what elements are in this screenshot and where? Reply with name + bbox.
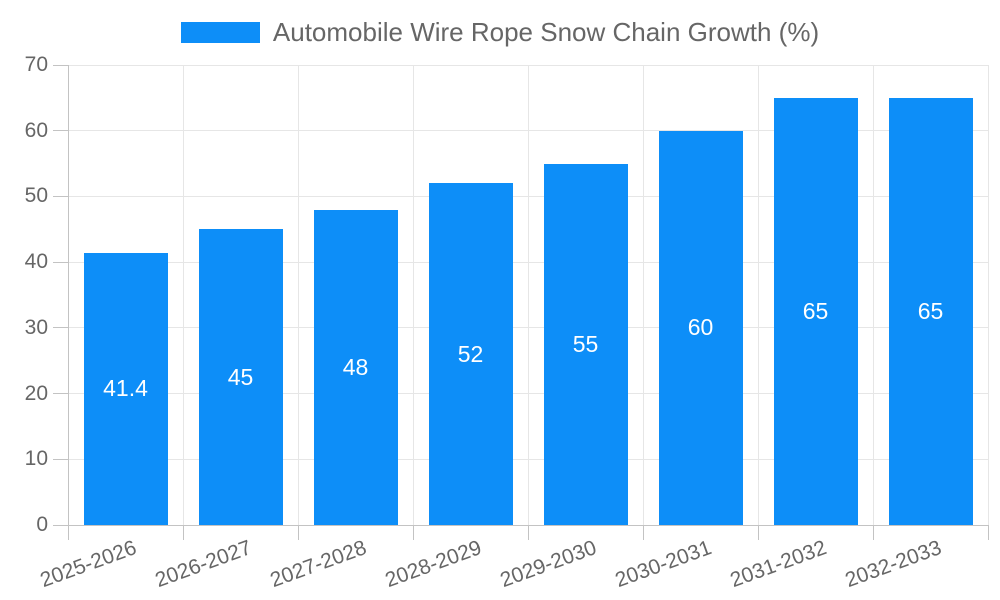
x-gridline xyxy=(987,65,989,525)
y-axis-tick xyxy=(53,327,68,329)
bar[interactable]: 55 xyxy=(543,163,628,525)
bar[interactable]: 60 xyxy=(658,130,743,525)
bar-value-label: 48 xyxy=(342,353,369,380)
bar[interactable]: 41.4 xyxy=(83,252,168,525)
x-axis-tick xyxy=(182,525,184,540)
x-gridline xyxy=(872,65,874,525)
x-axis-tick xyxy=(872,525,874,540)
x-gridline xyxy=(757,65,759,525)
bar[interactable]: 45 xyxy=(198,229,283,525)
y-axis-label: 40 xyxy=(24,250,48,274)
bar[interactable]: 65 xyxy=(888,97,973,525)
bar[interactable]: 48 xyxy=(313,209,398,525)
bar-value-label: 60 xyxy=(687,314,714,341)
y-axis-tick xyxy=(53,393,68,395)
x-axis-tick xyxy=(412,525,414,540)
x-axis-tick xyxy=(297,525,299,540)
bar-value-label: 65 xyxy=(802,297,829,324)
chart-legend[interactable]: Automobile Wire Rope Snow Chain Growth (… xyxy=(0,14,1000,50)
y-axis-label: 0 xyxy=(36,513,48,536)
y-axis-label: 20 xyxy=(24,381,48,405)
x-gridline xyxy=(297,65,299,525)
y-axis-tick xyxy=(53,524,68,526)
x-axis-tick xyxy=(642,525,644,540)
x-gridline xyxy=(412,65,414,525)
y-axis-line xyxy=(67,65,69,525)
x-axis-tick xyxy=(757,525,759,540)
bar[interactable]: 65 xyxy=(773,97,858,525)
bar-value-label: 65 xyxy=(917,297,944,324)
y-axis-tick xyxy=(53,458,68,460)
bar-value-label: 52 xyxy=(457,340,484,367)
y-axis-label: 50 xyxy=(24,184,48,208)
legend-label: Automobile Wire Rope Snow Chain Growth (… xyxy=(272,17,820,47)
y-axis-tick xyxy=(53,130,68,132)
bar-value-label: 41.4 xyxy=(103,375,148,402)
x-axis-tick xyxy=(527,525,529,540)
x-axis-tick xyxy=(67,525,69,540)
x-gridline xyxy=(182,65,184,525)
bar-value-label: 55 xyxy=(572,330,599,357)
y-axis-label: 30 xyxy=(24,315,48,339)
y-axis-tick xyxy=(53,64,68,66)
y-axis-label: 60 xyxy=(24,118,48,142)
x-gridline xyxy=(527,65,529,525)
bar-value-label: 45 xyxy=(227,363,254,390)
y-axis-label: 70 xyxy=(24,53,48,76)
bar[interactable]: 52 xyxy=(428,183,513,525)
legend-swatch xyxy=(180,21,260,43)
y-axis-label: 10 xyxy=(24,447,48,471)
x-axis-tick xyxy=(987,525,989,540)
y-axis-tick xyxy=(53,195,68,197)
y-axis-tick xyxy=(53,261,68,263)
x-gridline xyxy=(642,65,644,525)
